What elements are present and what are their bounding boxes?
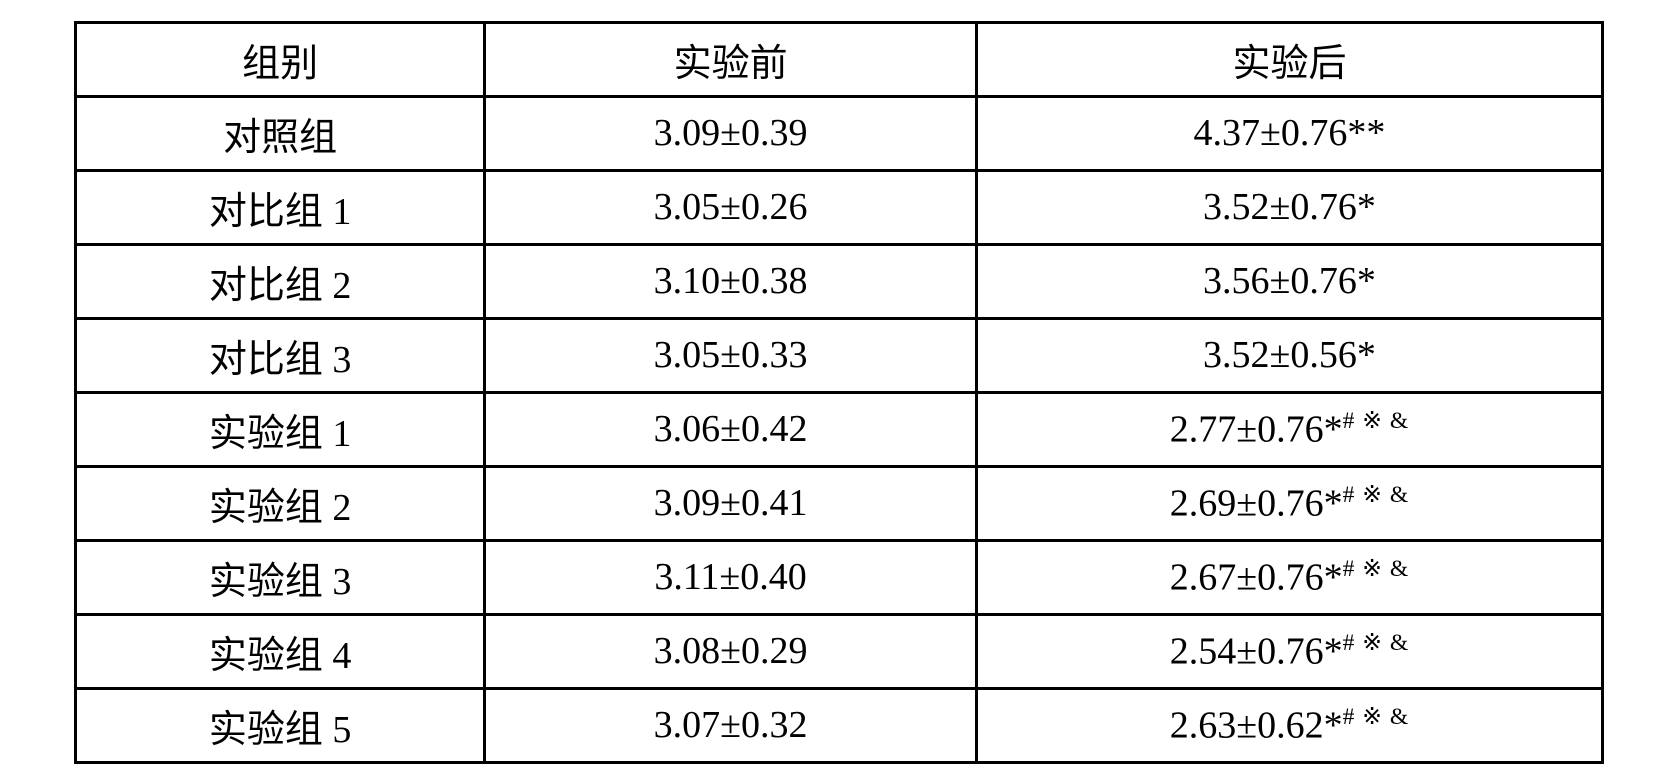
- after-value-superscript: # ※ &: [1343, 704, 1410, 730]
- cell-after-value: 4.37±0.76**: [976, 96, 1602, 170]
- cell-after-value: 2.67±0.76*# ※ &: [976, 540, 1602, 614]
- cell-before-value: 3.08±0.29: [485, 614, 977, 688]
- cell-after-value: 2.77±0.76*# ※ &: [976, 392, 1602, 466]
- after-value-superscript: # ※ &: [1343, 556, 1410, 582]
- table-row: 实验组 53.07±0.322.63±0.62*# ※ &: [76, 688, 1603, 762]
- after-value-superscript: # ※ &: [1343, 408, 1410, 434]
- after-value-text: 4.37±0.76**: [1194, 112, 1386, 154]
- cell-before-value: 3.10±0.38: [485, 244, 977, 318]
- cell-group-label: 实验组 5: [76, 688, 485, 762]
- cell-group-label: 对比组 3: [76, 318, 485, 392]
- cell-after-value: 2.63±0.62*# ※ &: [976, 688, 1602, 762]
- table-row: 实验组 23.09±0.412.69±0.76*# ※ &: [76, 466, 1603, 540]
- after-value-text: 2.67±0.76*: [1170, 557, 1343, 599]
- after-value-text: 2.54±0.76*: [1170, 631, 1343, 673]
- cell-after-value: 2.69±0.76*# ※ &: [976, 466, 1602, 540]
- cell-after-value: 3.52±0.56*: [976, 318, 1602, 392]
- after-value-text: 2.63±0.62*: [1170, 705, 1343, 747]
- cell-after-value: 2.54±0.76*# ※ &: [976, 614, 1602, 688]
- after-value-text: 3.52±0.56*: [1203, 334, 1376, 376]
- table-header-row: 组别 实验前 实验后: [76, 22, 1603, 96]
- after-value-text: 2.69±0.76*: [1170, 483, 1343, 525]
- cell-group-label: 实验组 1: [76, 392, 485, 466]
- header-group: 组别: [76, 22, 485, 96]
- header-after: 实验后: [976, 22, 1602, 96]
- cell-group-label: 对比组 1: [76, 170, 485, 244]
- after-value-text: 3.52±0.76*: [1203, 186, 1376, 228]
- table-row: 实验组 33.11±0.402.67±0.76*# ※ &: [76, 540, 1603, 614]
- cell-before-value: 3.06±0.42: [485, 392, 977, 466]
- cell-before-value: 3.05±0.33: [485, 318, 977, 392]
- after-value-text: 2.77±0.76*: [1170, 409, 1343, 451]
- after-value-text: 3.56±0.76*: [1203, 260, 1376, 302]
- cell-after-value: 3.56±0.76*: [976, 244, 1602, 318]
- cell-before-value: 3.07±0.32: [485, 688, 977, 762]
- cell-group-label: 实验组 3: [76, 540, 485, 614]
- table-row: 对比组 23.10±0.38 3.56±0.76*: [76, 244, 1603, 318]
- cell-group-label: 实验组 4: [76, 614, 485, 688]
- table-row: 实验组 13.06±0.422.77±0.76*# ※ &: [76, 392, 1603, 466]
- table-row: 对比组 13.05±0.26 3.52±0.76*: [76, 170, 1603, 244]
- cell-group-label: 对照组: [76, 96, 485, 170]
- cell-after-value: 3.52±0.76*: [976, 170, 1602, 244]
- table-row: 对比组 33.05±0.33 3.52±0.56*: [76, 318, 1603, 392]
- cell-before-value: 3.09±0.39: [485, 96, 977, 170]
- cell-group-label: 对比组 2: [76, 244, 485, 318]
- table-body: 对照组3.09±0.39 4.37±0.76** 对比组 13.05±0.26 3.5…: [76, 96, 1603, 762]
- cell-group-label: 实验组 2: [76, 466, 485, 540]
- table-row: 实验组 43.08±0.292.54±0.76*# ※ &: [76, 614, 1603, 688]
- experiment-results-table: 组别 实验前 实验后 对照组3.09±0.394.37±0.76**对比组 13…: [74, 21, 1604, 764]
- cell-before-value: 3.11±0.40: [485, 540, 977, 614]
- after-value-superscript: # ※ &: [1343, 630, 1410, 656]
- cell-before-value: 3.05±0.26: [485, 170, 977, 244]
- after-value-superscript: # ※ &: [1343, 482, 1410, 508]
- table-row: 对照组3.09±0.39 4.37±0.76**: [76, 96, 1603, 170]
- header-before: 实验前: [485, 22, 977, 96]
- cell-before-value: 3.09±0.41: [485, 466, 977, 540]
